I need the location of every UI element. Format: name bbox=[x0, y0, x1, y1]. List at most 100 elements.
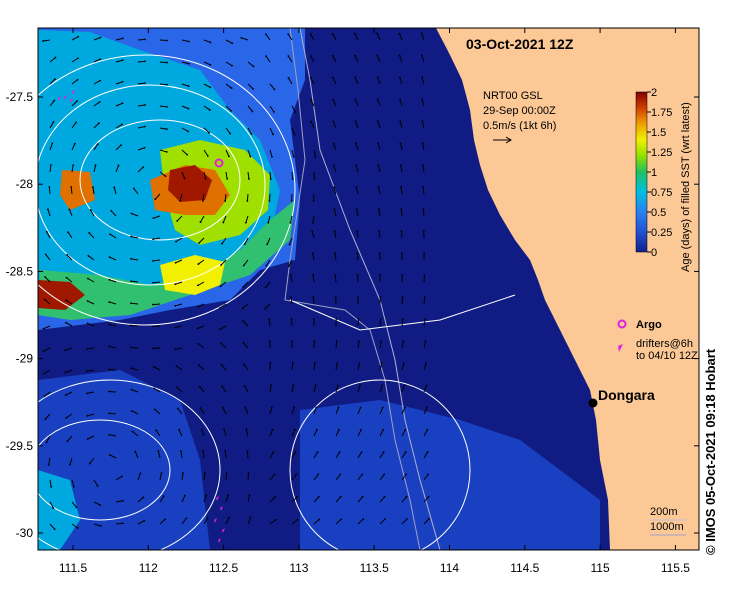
current-vector bbox=[355, 187, 359, 195]
current-vector bbox=[313, 474, 319, 481]
current-vector-head bbox=[287, 265, 290, 268]
current-vector bbox=[199, 386, 205, 393]
current-vector-head bbox=[423, 274, 426, 276]
current-vector-head bbox=[420, 32, 423, 35]
current-vector bbox=[176, 215, 183, 222]
older-fill-region-south bbox=[300, 400, 600, 550]
current-vector bbox=[291, 171, 294, 180]
current-vector-head bbox=[108, 433, 111, 436]
current-vector-head bbox=[108, 368, 110, 371]
current-vector bbox=[225, 171, 228, 179]
current-vector bbox=[357, 318, 360, 327]
colorbar-tick-label: 1.25 bbox=[651, 147, 672, 159]
current-vector-head bbox=[86, 300, 89, 302]
current-vector bbox=[379, 496, 385, 503]
current-vector bbox=[110, 210, 117, 217]
current-vector-head bbox=[405, 473, 408, 476]
current-vector bbox=[421, 99, 425, 107]
current-vector-head bbox=[76, 100, 78, 102]
current-vector-head bbox=[89, 208, 92, 211]
current-vector bbox=[291, 127, 296, 135]
current-vector bbox=[288, 77, 293, 85]
current-vector bbox=[225, 517, 230, 525]
current-vector bbox=[71, 143, 76, 151]
current-vector bbox=[130, 302, 139, 305]
current-vector-head bbox=[381, 406, 384, 409]
current-vector-head bbox=[121, 80, 124, 83]
current-vector-head bbox=[86, 415, 89, 417]
y-tick-label: -28.5 bbox=[6, 264, 34, 278]
current-vector bbox=[203, 127, 210, 134]
current-vector-head bbox=[383, 495, 386, 498]
current-vector bbox=[93, 501, 101, 506]
current-vector-head bbox=[109, 233, 112, 236]
current-vector-head bbox=[400, 252, 403, 254]
current-vector bbox=[310, 99, 315, 107]
current-vector bbox=[176, 386, 183, 393]
current-vector bbox=[401, 474, 407, 481]
current-vector-head bbox=[44, 276, 47, 278]
current-vector bbox=[198, 237, 205, 244]
current-vector bbox=[109, 323, 117, 327]
current-vector-head bbox=[356, 230, 358, 232]
current-vector bbox=[115, 81, 123, 85]
current-vector-head bbox=[427, 518, 430, 520]
current-vector-head bbox=[336, 384, 339, 387]
current-vector-head bbox=[312, 274, 314, 276]
current-vector-head bbox=[44, 253, 47, 256]
current-vector-head bbox=[110, 209, 113, 212]
current-vector-head bbox=[312, 318, 315, 320]
current-vector-head bbox=[376, 98, 379, 101]
current-vector bbox=[333, 209, 337, 217]
current-vector-head bbox=[404, 451, 407, 453]
current-vector-head bbox=[144, 82, 146, 85]
older-fill-region-south-west bbox=[38, 370, 210, 550]
current-vector-head bbox=[54, 78, 56, 80]
current-vector-head bbox=[399, 142, 402, 145]
current-vector bbox=[175, 325, 183, 329]
x-tick-label: 115 bbox=[591, 561, 610, 575]
current-vector-head bbox=[220, 342, 222, 345]
current-vector-head bbox=[334, 274, 337, 276]
current-vector bbox=[246, 450, 249, 459]
current-vector bbox=[379, 518, 386, 525]
current-vector bbox=[312, 275, 315, 283]
current-vector-head bbox=[209, 86, 212, 89]
current-vector-head bbox=[152, 365, 155, 368]
current-vector-head bbox=[288, 243, 291, 246]
current-vector-head bbox=[196, 284, 199, 287]
current-vector-head bbox=[402, 362, 405, 365]
current-vector bbox=[378, 230, 381, 239]
current-vector-head bbox=[337, 406, 340, 409]
current-vector bbox=[422, 165, 425, 173]
current-vector-head bbox=[42, 327, 45, 330]
current-vector bbox=[65, 369, 73, 373]
current-vector-head bbox=[291, 340, 293, 342]
colorbar-tick-label: 0.25 bbox=[651, 227, 672, 239]
current-vector bbox=[269, 149, 273, 157]
current-vector bbox=[399, 143, 403, 151]
current-vector bbox=[130, 324, 139, 327]
current-vector-head bbox=[121, 475, 123, 478]
current-vector bbox=[65, 413, 73, 419]
current-vector-head bbox=[335, 318, 338, 320]
current-vector-head bbox=[67, 231, 69, 234]
current-vector bbox=[291, 429, 296, 437]
current-vector-head bbox=[339, 473, 342, 476]
drifter-legend-icon bbox=[618, 344, 623, 352]
current-vector-head bbox=[379, 296, 382, 298]
current-vector-head bbox=[108, 412, 110, 415]
current-vector bbox=[131, 410, 139, 415]
current-vector bbox=[48, 186, 51, 195]
current-vector bbox=[332, 121, 337, 129]
current-vector-head bbox=[246, 200, 249, 202]
current-vector bbox=[333, 143, 337, 151]
current-vector bbox=[197, 303, 205, 308]
current-vector-head bbox=[425, 362, 427, 365]
current-vector-head bbox=[379, 274, 381, 276]
current-vector-head bbox=[384, 518, 386, 521]
current-vector-head bbox=[266, 243, 269, 246]
current-vector-head bbox=[222, 221, 225, 224]
current-vector bbox=[243, 259, 249, 266]
current-vector bbox=[423, 385, 427, 393]
